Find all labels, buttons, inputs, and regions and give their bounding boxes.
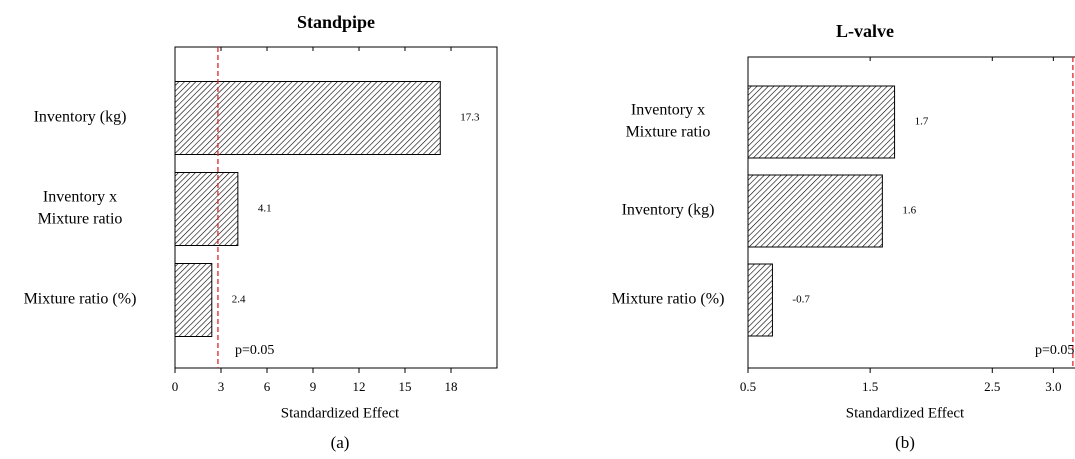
- x-tick-label: 18: [445, 379, 458, 394]
- x-tick-label: 1.5: [862, 379, 878, 394]
- bar: [747, 263, 773, 337]
- x-axis-label: Standardized Effect: [281, 405, 400, 421]
- value-label: 17.3: [460, 112, 480, 124]
- x-tick-label: 3.0: [1045, 379, 1061, 394]
- y-tick-label: Mixture ratio (%): [24, 291, 137, 308]
- annotation: p=0.05: [235, 343, 274, 358]
- x-axis-label: Standardized Effect: [846, 405, 965, 421]
- caption: (a): [331, 433, 350, 452]
- y-tick-label: Mixture ratio: [38, 211, 123, 228]
- value-label: 1.6: [902, 205, 916, 217]
- y-tick-label: Mixture ratio: [626, 124, 711, 141]
- y-tick-label: Mixture ratio (%): [612, 291, 725, 308]
- bar: [747, 85, 896, 159]
- chart-title: L-valve: [836, 21, 894, 41]
- x-tick-label: 6: [264, 379, 271, 394]
- x-tick-label: 3: [218, 379, 225, 394]
- value-label: 4.1: [258, 203, 272, 215]
- annotation: p=0.05: [1035, 343, 1074, 358]
- x-tick-label: 12: [353, 379, 366, 394]
- y-tick-label: Inventory x: [43, 189, 117, 206]
- y-tick-label: Inventory (kg): [34, 109, 127, 126]
- value-label: 2.4: [232, 294, 246, 306]
- chart-title: Standpipe: [297, 12, 375, 32]
- x-tick-label: 2.5: [984, 379, 1000, 394]
- caption: (b): [895, 433, 915, 452]
- bar: [174, 263, 213, 337]
- y-tick-label: Inventory x: [631, 102, 705, 119]
- x-tick-label: 15: [399, 379, 412, 394]
- bar: [174, 81, 441, 155]
- bar: [747, 174, 883, 248]
- x-tick-label: 9: [310, 379, 317, 394]
- value-label: 1.7: [915, 116, 929, 128]
- y-tick-label: Inventory (kg): [622, 202, 715, 219]
- x-tick-label: 0: [172, 379, 179, 394]
- x-tick-label: 0.5: [740, 379, 756, 394]
- value-label: -0.7: [792, 294, 810, 306]
- bar: [174, 172, 239, 246]
